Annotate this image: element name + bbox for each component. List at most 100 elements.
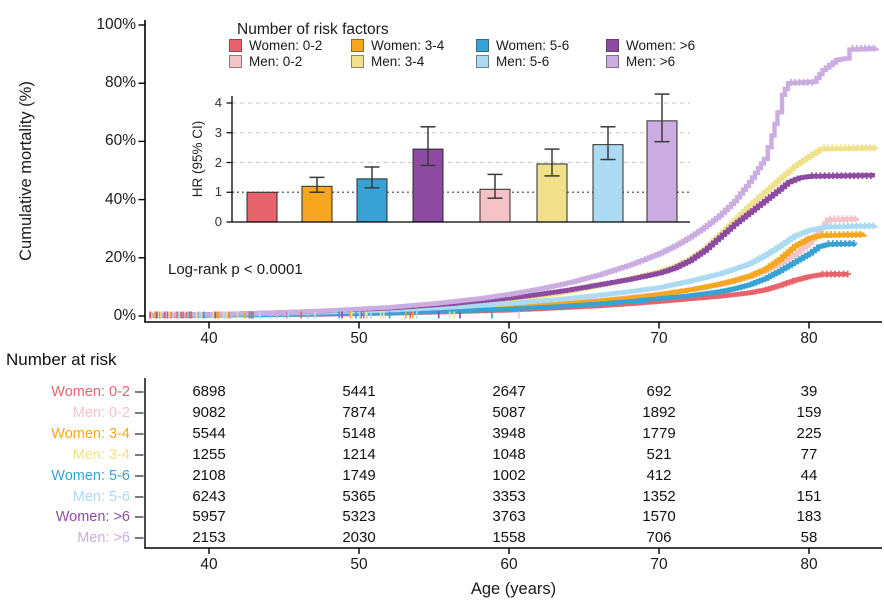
inset-y-tick-label: 2 <box>214 154 222 170</box>
table-x-tick-label: 70 <box>650 556 668 573</box>
risk-count: 6898 <box>192 383 226 400</box>
inset-y-tick-label: 4 <box>214 95 222 110</box>
legend-item: Women: 3-4 <box>351 37 444 53</box>
legend-item-label: Men: >6 <box>626 53 676 69</box>
risk-count: 1214 <box>342 446 376 463</box>
table-x-tick-label: 50 <box>350 556 368 573</box>
legend-column: Women: 5-6 Men: 5-6 <box>476 37 569 69</box>
risk-count: 3763 <box>492 508 526 525</box>
legend-swatch-men_3_4 <box>351 54 364 68</box>
logrank-annotation: Log-rank p < 0.0001 <box>168 261 303 278</box>
risk-count: 412 <box>646 467 672 484</box>
legend-column: Women: 0-2 Men: 0-2 <box>229 37 322 69</box>
risk-count: 521 <box>646 446 672 463</box>
censor-plus-women_3_4 <box>856 231 864 238</box>
risk-count: 1255 <box>192 446 226 463</box>
main-y-tick-label: 40% <box>104 190 136 208</box>
risk-row-label: Women: 0-2 <box>51 384 130 400</box>
main-y-axis-label: Cumulative mortality (%) <box>17 81 35 261</box>
legend-item: Men: 3-4 <box>351 53 444 69</box>
risk-count: 1558 <box>492 529 526 546</box>
risk-count: 5148 <box>342 425 376 442</box>
risk-count: 6243 <box>192 488 226 505</box>
risk-count: 1352 <box>642 488 676 505</box>
legend-item-label: Men: 0-2 <box>249 53 303 69</box>
risk-count: 706 <box>646 529 672 546</box>
main-y-tick-label: 100% <box>96 16 136 33</box>
legend-item-label: Women: >6 <box>626 37 696 53</box>
inset-y-tick-label: 0 <box>214 214 222 229</box>
censor-plus-men_0_2 <box>851 215 859 223</box>
legend-title: Number of risk factors <box>237 21 389 38</box>
legend-item-label: Women: 0-2 <box>249 37 323 53</box>
legend-item: Women: >6 <box>606 37 695 53</box>
risk-count: 9082 <box>192 404 226 421</box>
censor-plus-women_0_2 <box>844 270 852 278</box>
risk-count: 5441 <box>342 383 376 400</box>
table-x-tick-label: 60 <box>500 556 518 573</box>
risk-count: 5323 <box>342 508 376 525</box>
main-y-tick-label: 0% <box>113 307 136 324</box>
censor-plus-men_gt6 <box>870 44 877 52</box>
x-axis-label: Age (years) <box>470 580 557 598</box>
risk-table-title: Number at risk <box>6 350 117 369</box>
risk-count: 3353 <box>492 488 526 505</box>
main-y-tick-label: 80% <box>104 74 136 92</box>
main-x-tick-label: 80 <box>800 330 818 347</box>
risk-count: 1892 <box>642 404 676 421</box>
risk-row-label: Men: >6 <box>77 530 130 546</box>
legend-item-label: Women: 5-6 <box>496 37 570 53</box>
risk-count: 1570 <box>642 508 676 525</box>
inset-y-tick-label: 1 <box>214 184 222 200</box>
legend-swatch-men_gt6 <box>606 54 619 68</box>
risk-count: 183 <box>796 508 822 525</box>
main-x-tick-label: 60 <box>500 330 518 347</box>
censor-plus-women_gt6 <box>867 172 875 180</box>
legend-swatch-women_3_4 <box>351 38 364 52</box>
censor-plus-men_gt6 <box>808 78 816 86</box>
legend-column: Women: 3-4 Men: 3-4 <box>351 37 444 69</box>
risk-count: 1749 <box>342 467 376 484</box>
risk-count: 39 <box>800 383 818 400</box>
risk-count: 3948 <box>492 425 526 442</box>
risk-count: 2153 <box>192 529 226 546</box>
legend-swatch-women_5_6 <box>476 38 489 52</box>
legend-item: Men: 0-2 <box>229 53 322 69</box>
censor-plus-women_5_6 <box>850 240 858 247</box>
legend-column: Women: >6 Men: >6 <box>606 37 695 69</box>
main-y-tick-label: 20% <box>104 248 136 266</box>
legend-item: Men: 5-6 <box>476 53 569 69</box>
risk-row-label: Women: 5-6 <box>51 468 130 484</box>
risk-row-label: Men: 3-4 <box>72 447 130 463</box>
risk-row-label: Men: 5-6 <box>72 489 130 505</box>
main-x-tick-label: 40 <box>200 330 218 347</box>
risk-count: 1002 <box>492 467 526 484</box>
risk-count: 5365 <box>342 488 376 505</box>
legend-swatch-men_5_6 <box>476 54 489 68</box>
legend-item-label: Men: 3-4 <box>371 53 425 69</box>
risk-count: 1048 <box>492 446 526 463</box>
risk-count: 58 <box>800 529 818 546</box>
legend-item-label: Women: 3-4 <box>371 37 445 53</box>
risk-row-label: Women: 3-4 <box>51 426 130 442</box>
risk-count: 2108 <box>192 467 226 484</box>
legend-swatch-women_0_2 <box>229 38 242 52</box>
risk-count: 159 <box>796 404 822 421</box>
legend-item: Women: 0-2 <box>229 37 322 53</box>
main-x-tick-label: 70 <box>650 330 668 347</box>
risk-count: 5957 <box>192 508 226 525</box>
risk-count: 5087 <box>492 404 526 421</box>
hr-bar-women_0_2 <box>246 191 278 223</box>
risk-count: 77 <box>800 446 818 463</box>
risk-count: 44 <box>800 467 818 484</box>
risk-count: 225 <box>796 425 822 442</box>
table-x-tick-label: 80 <box>800 556 818 573</box>
risk-count: 5544 <box>192 425 226 442</box>
main-x-tick-label: 50 <box>350 330 368 347</box>
main-y-tick-label: 60% <box>104 132 136 150</box>
legend-swatch-women_gt6 <box>606 38 619 52</box>
inset-y-tick-label: 3 <box>214 124 222 140</box>
risk-count: 7874 <box>342 404 376 421</box>
